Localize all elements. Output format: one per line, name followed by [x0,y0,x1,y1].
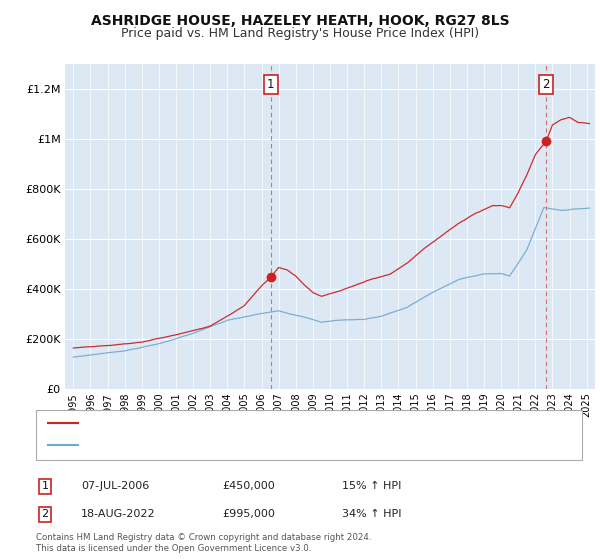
Text: 2: 2 [542,78,550,91]
Text: 1: 1 [41,481,49,491]
Text: This data is licensed under the Open Government Licence v3.0.: This data is licensed under the Open Gov… [36,544,311,553]
Text: 15% ↑ HPI: 15% ↑ HPI [342,481,401,491]
Text: 34% ↑ HPI: 34% ↑ HPI [342,509,401,519]
Text: Contains HM Land Registry data © Crown copyright and database right 2024.: Contains HM Land Registry data © Crown c… [36,533,371,542]
Text: ASHRIDGE HOUSE, HAZELEY HEATH, HOOK, RG27 8LS (detached house): ASHRIDGE HOUSE, HAZELEY HEATH, HOOK, RG2… [84,418,437,428]
Text: 18-AUG-2022: 18-AUG-2022 [81,509,155,519]
Text: HPI: Average price, detached house, Hart: HPI: Average price, detached house, Hart [84,440,286,450]
Text: £450,000: £450,000 [222,481,275,491]
Text: Price paid vs. HM Land Registry's House Price Index (HPI): Price paid vs. HM Land Registry's House … [121,27,479,40]
Text: 1: 1 [267,78,275,91]
Text: £995,000: £995,000 [222,509,275,519]
Text: 2: 2 [41,509,49,519]
Text: 07-JUL-2006: 07-JUL-2006 [81,481,149,491]
Text: ASHRIDGE HOUSE, HAZELEY HEATH, HOOK, RG27 8LS: ASHRIDGE HOUSE, HAZELEY HEATH, HOOK, RG2… [91,14,509,28]
